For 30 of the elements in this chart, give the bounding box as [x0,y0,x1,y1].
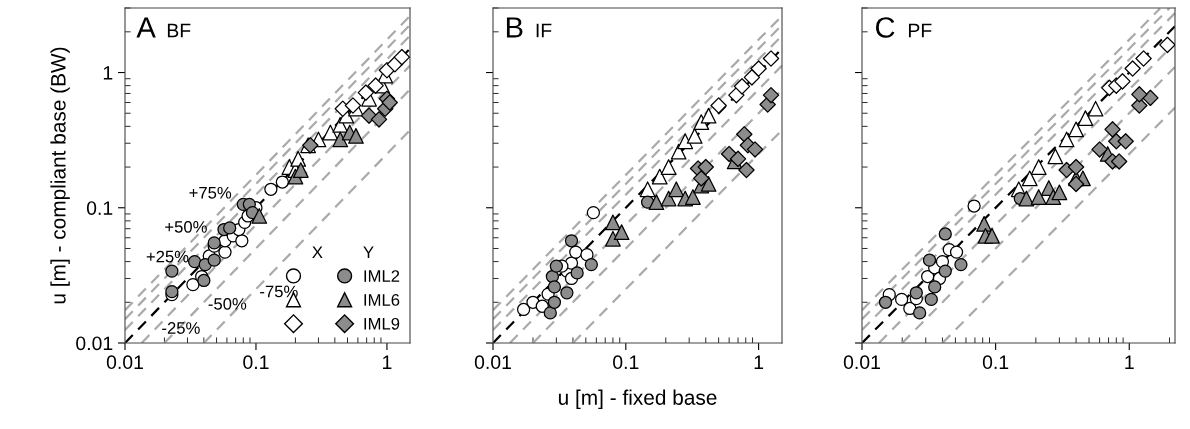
x-tick-label: 0.01 [474,355,511,370]
annotation: -25% [162,322,200,334]
y-tick-label: 0.01 [76,336,113,351]
annotation: X [312,246,323,258]
annotation: -50% [208,297,247,310]
legend-label: IML9 [364,317,400,330]
x-tick-label: 1 [754,355,764,369]
annotation: +75% [189,186,232,199]
x-axis-title: u [m] - fixed base [558,389,717,410]
text: BF [167,23,191,38]
chart-title: C [876,17,895,38]
x-tick-label: 1 [1125,355,1134,369]
x-tick-label: 0.01 [843,355,880,370]
text: IF [536,23,552,38]
chart-title: B [506,17,523,38]
y-tick-label: 1 [103,66,113,80]
x-tick-label: 0.1 [243,355,269,370]
x-tick-label: 0.1 [982,355,1009,370]
x-tick-label: 0.1 [613,355,639,370]
x-tick-label: 1 [383,355,392,369]
x-tick-label: 0.01 [106,355,143,370]
legend-label: IML2 [364,270,400,282]
annotation: +25% [146,250,189,263]
legend-label: IML6 [364,294,400,306]
annotation: +50% [165,220,207,233]
y-axis-title: u [m] - compliant base (BW) [50,47,70,304]
y-tick-label: 0.1 [86,201,113,215]
text: PF [908,23,932,38]
chart-title: A [136,17,156,38]
annotation: Y [363,246,374,258]
